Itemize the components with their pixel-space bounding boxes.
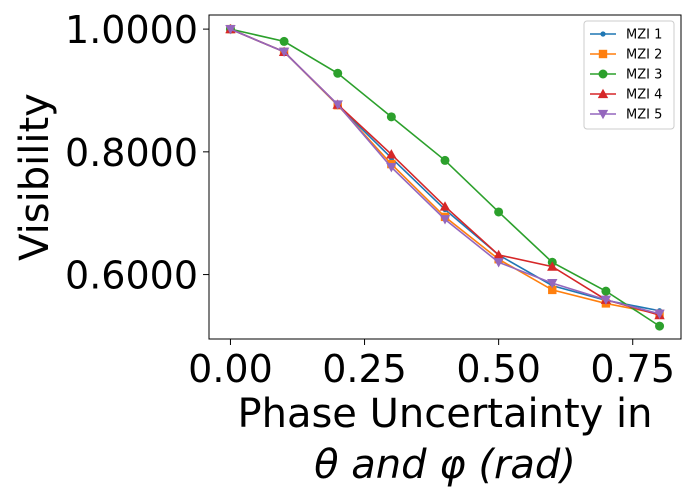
legend-marker — [600, 31, 606, 37]
legend-item: MZI 4 — [590, 88, 662, 103]
data-point — [333, 68, 343, 78]
data-point — [332, 100, 343, 110]
legend-box — [583, 20, 675, 130]
x-axis-title-line1: Phase Uncertainty in — [237, 391, 652, 437]
data-point — [386, 112, 396, 122]
x-tick-label: 0.75 — [590, 347, 675, 391]
y-axis-title: Visibility — [12, 93, 58, 261]
y-tick-label: 1.0000 — [65, 8, 198, 52]
legend-marker — [597, 109, 609, 120]
data-point — [600, 295, 612, 305]
series-5 — [225, 24, 665, 320]
y-tick-label: 0.6000 — [65, 254, 198, 298]
legend-label: MZI 4 — [626, 88, 662, 103]
legend-label: MZI 3 — [626, 68, 662, 83]
legend-marker — [598, 69, 608, 79]
legend-marker — [597, 88, 609, 99]
legend-item: MZI 2 — [590, 48, 662, 63]
data-point — [547, 278, 558, 289]
x-tick-label: 0.50 — [456, 347, 541, 391]
data-point — [655, 321, 665, 331]
legend-item: MZI 5 — [590, 108, 662, 123]
data-point — [493, 249, 504, 260]
legend-label: MZI 5 — [626, 108, 662, 123]
legend-marker — [598, 49, 608, 59]
data-point — [601, 286, 611, 296]
x-tick-label: 0.00 — [188, 347, 273, 391]
data-point — [548, 285, 557, 295]
legend-item: MZI 1 — [590, 28, 662, 43]
data-point — [386, 163, 397, 173]
data-point — [494, 207, 504, 217]
x-axis-title-line2: θ and φ (rad) — [314, 442, 576, 488]
data-point — [279, 36, 289, 46]
data-point — [493, 258, 504, 268]
y-tick-label: 0.8000 — [65, 131, 198, 175]
legend-label: MZI 2 — [626, 48, 662, 63]
legend-label: MZI 1 — [626, 28, 662, 43]
data-point — [386, 149, 397, 159]
data-point — [439, 201, 451, 211]
series-layer — [225, 23, 665, 331]
data-point — [225, 24, 236, 35]
data-point — [439, 215, 451, 225]
x-tick-label: 0.25 — [322, 347, 407, 391]
data-point — [278, 47, 290, 58]
data-point — [547, 261, 558, 271]
legend-item: MZI 3 — [590, 68, 662, 83]
x-axis: 0.00 0.25 0.50 0.75 — [188, 339, 675, 391]
data-point — [654, 309, 665, 320]
legend: MZI 1 MZI 2 MZI 3 MZI 4 MZI 5 — [583, 20, 675, 130]
y-axis: 0.6000 0.8000 1.0000 — [65, 8, 209, 298]
data-point — [440, 155, 450, 165]
plot-frame — [208, 14, 682, 340]
